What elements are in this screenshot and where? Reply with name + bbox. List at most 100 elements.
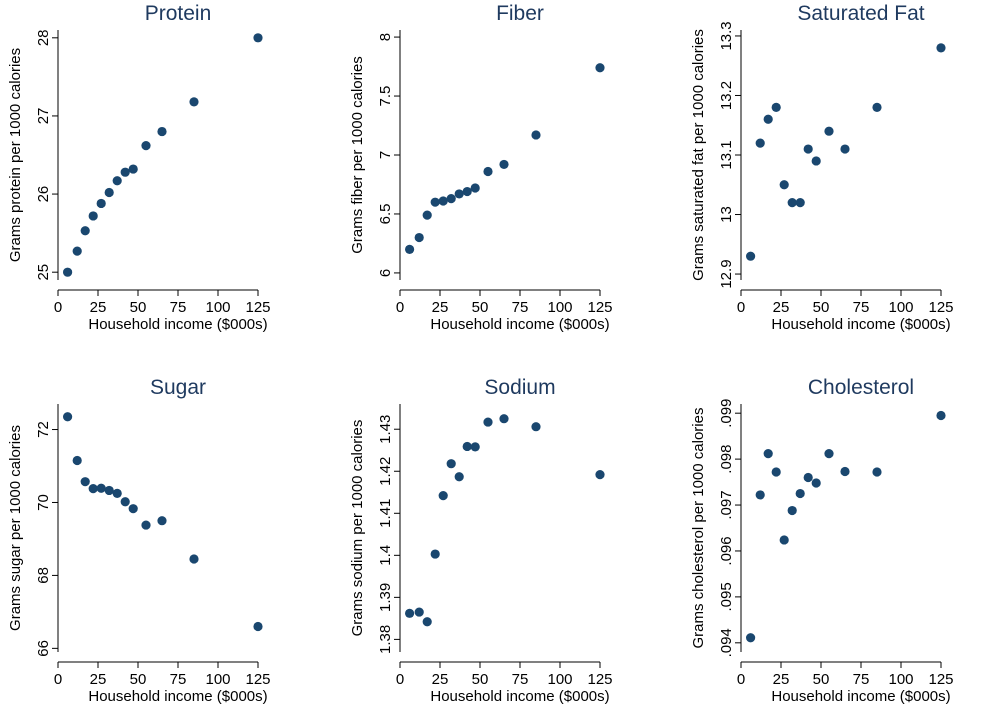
sodium-panel: Sodium 0 25 50 75 100 125 1.38 1.39 1.4 1.41 1.42 1.… xyxy=(349,376,613,704)
cholesterol-x-tick-label: 100 xyxy=(888,671,913,688)
protein-x-tick-label: 0 xyxy=(54,299,62,316)
protein-y-tick-label: 28 xyxy=(35,29,52,46)
saturated-fat-title: Saturated Fat xyxy=(797,2,924,25)
protein-y-tick-label: 27 xyxy=(35,108,52,125)
sugar-data-point xyxy=(88,484,98,494)
fiber-data-point xyxy=(531,130,541,140)
cholesterol-data-point xyxy=(824,449,834,459)
sugar-data-point xyxy=(112,488,122,498)
sugar-data-point xyxy=(80,477,90,487)
sodium-x-tick-label: 125 xyxy=(587,671,612,688)
fiber-data-point xyxy=(595,63,605,73)
protein-x-axis-label: Household income ($000s) xyxy=(88,316,267,333)
sodium-x-tick-label: 50 xyxy=(472,671,489,688)
protein-data-point xyxy=(104,187,114,198)
sodium-data-point xyxy=(595,470,605,480)
sugar-panel: Sugar 0 25 50 75 100 125 66 68 70 72 Household inco… xyxy=(7,376,271,704)
fiber-data-point xyxy=(422,210,432,220)
cholesterol-data-point xyxy=(795,488,805,499)
protein-x-tick-label: 100 xyxy=(205,299,230,316)
sodium-x-axis-label: Household income ($000s) xyxy=(430,688,609,704)
sugar-x-tick-label: 100 xyxy=(205,671,230,688)
protein-panel: Protein 0 25 50 75 100 125 25 26 27 28 Household in… xyxy=(7,2,271,333)
saturated-fat-x-tick-label: 0 xyxy=(737,299,745,316)
sugar-x-tick-label: 125 xyxy=(245,671,270,688)
saturated-fat-x-tick-label: 50 xyxy=(813,299,830,316)
fiber-data-point xyxy=(470,183,480,193)
sugar-data-point xyxy=(104,485,114,496)
cholesterol-x-axis-label: Household income ($000s) xyxy=(771,688,950,704)
sugar-y-tick-label: 68 xyxy=(35,567,52,584)
sodium-data-point xyxy=(470,442,480,452)
sugar-data-point xyxy=(96,483,106,493)
protein-data-point xyxy=(253,33,263,43)
protein-y-axis-label: Grams protein per 1000 calories xyxy=(7,48,24,262)
fiber-x-tick-label: 125 xyxy=(587,299,612,316)
cholesterol-data-point xyxy=(936,410,946,421)
sugar-x-tick-label: 75 xyxy=(170,671,187,688)
cholesterol-y-axis-label: Grams cholesterol per 1000 calories xyxy=(690,408,707,649)
sugar-y-tick-label: 70 xyxy=(35,494,52,511)
protein-data-point xyxy=(96,198,106,209)
cholesterol-y-tick-label: .097 xyxy=(718,490,735,519)
sodium-y-axis-label: Grams sodium per 1000 calories xyxy=(349,420,366,637)
saturated-fat-data-point xyxy=(763,114,773,124)
fiber-panel: Fiber 0 25 50 75 100 125 6 6.5 7 7.5 8 Household inc… xyxy=(349,2,613,333)
sodium-data-point xyxy=(446,459,456,469)
fiber-x-tick-label: 25 xyxy=(432,299,449,316)
fiber-x-axis-label: Household income ($000s) xyxy=(430,316,609,333)
protein-x-tick-label: 125 xyxy=(245,299,270,316)
sodium-y-tick-label: 1.42 xyxy=(377,457,394,486)
saturated-fat-x-tick-label: 75 xyxy=(853,299,870,316)
sodium-y-tick-label: 1.41 xyxy=(377,499,394,528)
sodium-data-point xyxy=(430,549,440,559)
sodium-y-tick-label: 1.4 xyxy=(377,545,394,566)
cholesterol-y-tick-label: .094 xyxy=(718,628,735,657)
saturated-fat-x-tick-label: 100 xyxy=(888,299,913,316)
sugar-data-point xyxy=(72,455,82,466)
saturated-fat-y-tick-label: 13 xyxy=(718,206,735,223)
fiber-y-tick-label: 7.5 xyxy=(377,86,394,107)
saturated-fat-data-point xyxy=(840,144,850,154)
protein-y-tick-label: 25 xyxy=(35,264,52,281)
saturated-fat-data-point xyxy=(803,144,813,154)
fiber-y-tick-label: 7 xyxy=(377,151,394,159)
fiber-x-tick-label: 50 xyxy=(472,299,489,316)
cholesterol-y-tick-label: .099 xyxy=(718,399,735,428)
sugar-data-point xyxy=(141,520,151,530)
protein-data-point xyxy=(112,176,122,186)
fiber-x-tick-label: 75 xyxy=(512,299,529,316)
fiber-title: Fiber xyxy=(496,2,544,25)
sugar-data-point xyxy=(128,504,138,514)
sodium-y-tick-label: 1.39 xyxy=(377,583,394,612)
cholesterol-title: Cholesterol xyxy=(808,376,914,399)
sodium-y-tick-label: 1.43 xyxy=(377,415,394,444)
sodium-x-tick-label: 25 xyxy=(432,671,449,688)
fiber-data-point xyxy=(499,159,509,170)
saturated-fat-x-tick-label: 25 xyxy=(773,299,790,316)
fiber-y-tick-label: 6.5 xyxy=(377,204,394,225)
fiber-data-point xyxy=(454,189,464,199)
cholesterol-data-point xyxy=(771,467,781,477)
sodium-x-tick-label: 0 xyxy=(396,671,404,688)
sugar-x-tick-label: 25 xyxy=(90,671,107,688)
cholesterol-x-tick-label: 75 xyxy=(853,671,870,688)
saturated-fat-y-axis-label: Grams saturated fat per 1000 calories xyxy=(690,29,707,281)
sugar-data-point xyxy=(189,554,199,564)
cholesterol-y-tick-label: .096 xyxy=(718,536,735,565)
cholesterol-x-tick-label: 50 xyxy=(813,671,830,688)
sugar-data-point xyxy=(120,497,130,507)
fiber-data-point xyxy=(462,186,472,197)
fiber-y-tick-label: 8 xyxy=(377,33,394,41)
saturated-fat-data-point xyxy=(746,251,756,261)
cholesterol-y-tick-label: .098 xyxy=(718,445,735,474)
protein-title: Protein xyxy=(145,2,212,25)
sodium-data-point xyxy=(405,608,415,618)
fiber-y-axis-label: Grams fiber per 1000 calories xyxy=(349,56,366,254)
fiber-data-point xyxy=(405,244,415,254)
sodium-data-point xyxy=(531,422,541,432)
sugar-x-axis-label: Household income ($000s) xyxy=(88,688,267,704)
sodium-data-point xyxy=(462,441,472,452)
cholesterol-x-tick-label: 25 xyxy=(773,671,790,688)
